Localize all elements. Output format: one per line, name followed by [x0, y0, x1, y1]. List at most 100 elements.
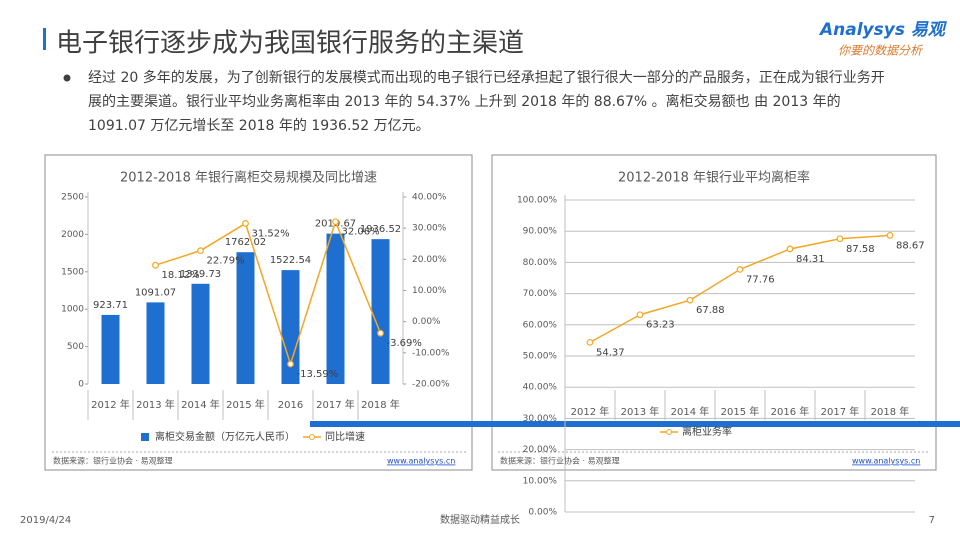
x-tick-label: 2015 年	[226, 398, 265, 411]
point	[636, 311, 644, 319]
y2-tick-label: -20.00%	[412, 380, 450, 390]
point	[836, 235, 844, 243]
divider-band	[310, 421, 960, 427]
x-tick-label: 2014 年	[181, 398, 220, 411]
value-label: 54.37	[596, 347, 625, 358]
value-label: 67.88	[696, 305, 725, 316]
y-tick-label: 50.00%	[523, 352, 558, 362]
value-label: 1936.52	[360, 224, 401, 235]
legend-marker	[666, 429, 672, 435]
value-label: -13.59%	[297, 369, 339, 380]
x-tick-label: 2015 年	[721, 405, 760, 418]
y-tick-label: 100.00%	[517, 196, 557, 206]
value-label: -3.69%	[387, 338, 422, 349]
y2-tick-label: 30.00%	[412, 224, 447, 234]
value-label: 18.12%	[162, 270, 200, 281]
value-label: 22.79%	[207, 256, 245, 267]
y-tick-label: 0	[78, 380, 84, 390]
y2-tick-label: 40.00%	[412, 193, 447, 203]
bar	[101, 314, 120, 384]
y-tick-label: 500	[67, 342, 84, 352]
source-url: www.analysys.cn	[387, 457, 455, 466]
x-tick-label: 2014 年	[671, 405, 710, 418]
bar	[281, 270, 300, 384]
bullet-box: 经过 20 多年的发展，为了创新银行的发展模式而出现的电子银行已经承担起了银行很…	[88, 70, 885, 134]
chart-frame	[491, 154, 937, 471]
point	[736, 265, 744, 273]
x-tick-label: 2016	[278, 400, 303, 411]
point	[586, 338, 594, 346]
point	[686, 296, 694, 304]
x-tick-label: 2016 年	[771, 405, 810, 418]
page-number: 7	[929, 515, 935, 526]
x-tick-label: 2017 年	[821, 405, 860, 418]
legend-swatch	[141, 433, 149, 441]
value-label: 1339.73	[180, 269, 221, 280]
chart-frame	[44, 154, 473, 471]
y-tick-label: 2500	[61, 193, 84, 203]
source: 数据来源：银行业协会 · 易观整理	[53, 456, 173, 466]
slide-title: 电子银行逐步成为我国银行服务的主渠道	[56, 29, 524, 59]
y-tick-label: 90.00%	[523, 227, 558, 237]
bar	[236, 252, 255, 384]
value-label: 1522.54	[270, 255, 311, 266]
y2-tick-label: 20.00%	[412, 255, 447, 265]
point	[287, 360, 294, 368]
legend-marker	[309, 434, 315, 440]
source: 数据来源：银行业协会 · 易观整理	[500, 456, 620, 466]
value-label: 77.76	[746, 274, 775, 285]
footer-motto: 数据驱动精益成长	[440, 513, 520, 526]
y-tick-label: 80.00%	[523, 258, 558, 268]
title-accent	[43, 28, 46, 50]
bar	[326, 233, 345, 384]
point	[332, 218, 339, 226]
legend-label: 同比增速	[325, 430, 365, 443]
x-tick-label: 2012 年	[91, 398, 130, 411]
y-tick-label: 40.00%	[523, 383, 558, 393]
y-tick-label: 1000	[61, 305, 84, 315]
line	[589, 234, 891, 344]
source-url: www.analysys.cn	[852, 457, 920, 466]
y-tick-label: 70.00%	[523, 289, 558, 299]
slogan: 你要的数据分析	[838, 44, 924, 58]
line	[155, 219, 382, 367]
point	[197, 247, 204, 255]
x-tick-label: 2018 年	[361, 398, 400, 411]
point	[377, 329, 384, 337]
legend-label: 离柜交易金额（万亿元人民币）	[155, 430, 295, 443]
chart-title: 2012-2018 年银行离柜交易规模及同比增速	[120, 170, 377, 186]
x-tick-label: 2017 年	[316, 398, 355, 411]
y-tick-label: 0.00%	[528, 508, 557, 518]
value-label: 1762.02	[225, 237, 266, 248]
y-tick-label: 60.00%	[523, 320, 558, 330]
y-tick-label: 1500	[61, 267, 84, 277]
value-label: 923.71	[93, 300, 128, 311]
bullet-text: 经过 20 多年的发展，为了创新银行的发展模式而出现的电子银行已经承担起了银行很…	[88, 70, 885, 134]
y-tick-label: 10.00%	[523, 476, 558, 486]
value-label: 88.67	[896, 240, 925, 251]
point	[242, 220, 249, 227]
x-tick-label: 2013 年	[136, 398, 175, 411]
point	[786, 245, 794, 253]
value-label: 84.31	[796, 254, 825, 265]
value-label: 63.23	[646, 320, 675, 331]
bar	[146, 302, 165, 384]
y2-tick-label: -10.00%	[412, 348, 450, 358]
x-tick-label: 2018 年	[871, 405, 910, 418]
point	[886, 231, 894, 239]
value-label: 87.58	[846, 244, 875, 255]
y2-tick-label: 0.00%	[412, 317, 441, 327]
y-tick-label: 30.00%	[523, 414, 558, 424]
value-label: 1091.07	[135, 287, 176, 298]
bar	[371, 239, 390, 384]
y-tick-label: 20.00%	[523, 445, 558, 455]
point	[152, 261, 159, 269]
y2-tick-label: 10.00%	[412, 286, 447, 296]
x-tick-label: 2013 年	[621, 405, 660, 418]
bar	[191, 283, 210, 384]
legend-label: 离柜业务率	[682, 425, 732, 438]
footer-date: 2019/4/24	[20, 515, 71, 526]
bullet-dot	[63, 74, 71, 82]
logo: Analysys 易观	[818, 20, 948, 40]
